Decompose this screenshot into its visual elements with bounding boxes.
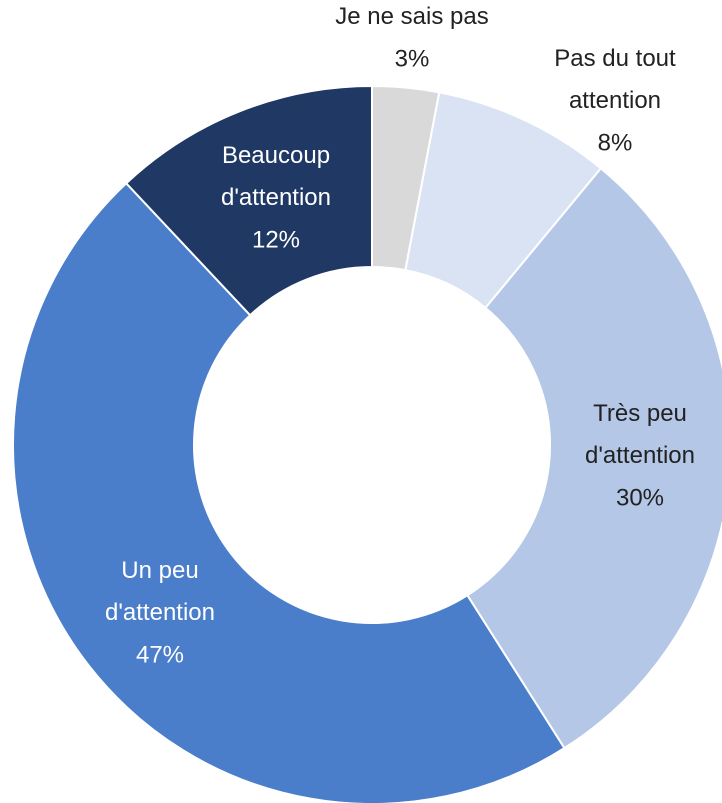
slice-label-line: Je ne sais pas	[335, 3, 488, 30]
value-label: 8%	[598, 129, 633, 156]
value-label: 47%	[136, 641, 184, 668]
slice-label-line: attention	[569, 87, 661, 114]
slice-label-line: d'attention	[585, 442, 695, 469]
slice-label-line: Beaucoup	[222, 142, 330, 169]
slice-label-line: Très peu	[593, 400, 687, 427]
slice-label-line: Pas du tout	[554, 45, 676, 72]
value-label: 12%	[252, 226, 300, 253]
value-label: 3%	[395, 45, 430, 72]
slice-label: Pas du tout attention	[554, 45, 676, 114]
value-label: 30%	[616, 484, 664, 511]
donut-slice	[12, 181, 566, 803]
slice-label-line: d'attention	[105, 599, 215, 626]
slice-label: Très peu d'attention	[585, 400, 695, 469]
slice-label-line: Un peu	[121, 557, 198, 584]
slice-label: Je ne sais pas	[335, 3, 488, 30]
donut-slice	[124, 84, 373, 317]
slice-label: Beaucoup d'attention	[221, 142, 331, 211]
slice-label: Un peu d'attention	[105, 557, 215, 626]
donut-slice	[465, 166, 722, 750]
slice-label-line: d'attention	[221, 184, 331, 211]
